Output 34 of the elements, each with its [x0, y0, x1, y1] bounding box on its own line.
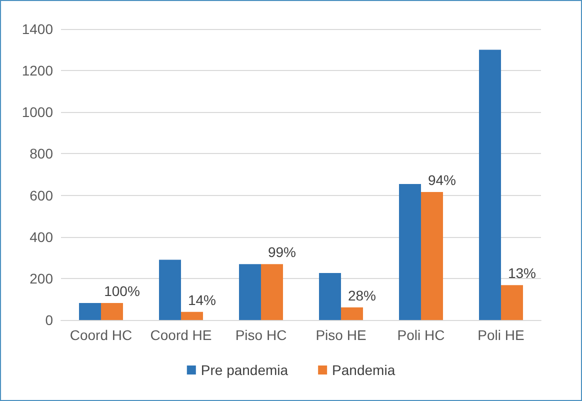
y-tick-label: 1400 [22, 21, 54, 37]
x-tick-label: Coord HE [150, 327, 212, 343]
y-tick-label: 0 [45, 312, 54, 328]
x-tick-label: Coord HC [70, 327, 132, 343]
x-tick-label: Piso HC [235, 327, 287, 343]
bar [159, 260, 181, 320]
y-tick-label: 400 [30, 228, 54, 245]
bar [421, 192, 443, 320]
annotation: 13% [508, 265, 536, 282]
x-tick-label: Poli HC [397, 327, 445, 343]
annotation: 14% [188, 292, 216, 308]
annotation: 100% [104, 282, 140, 299]
annotation: 94% [428, 172, 456, 188]
annotation: 99% [268, 244, 296, 260]
y-tick-label: 1200 [22, 62, 54, 79]
bar [239, 264, 261, 320]
bar [399, 184, 421, 320]
x-tick-label: Poli HE [478, 327, 524, 343]
bar [261, 264, 283, 320]
y-tick-label: 200 [30, 270, 54, 286]
bar [181, 312, 203, 320]
x-tick-label: Piso HE [316, 327, 366, 343]
legend-label: Pandemia [332, 362, 396, 378]
y-tick-label: 600 [30, 187, 54, 204]
bar [501, 285, 523, 320]
y-tick-label: 1000 [22, 104, 54, 120]
bar [101, 302, 123, 320]
y-tick-label: 800 [30, 146, 54, 162]
bar [479, 50, 501, 320]
bar [79, 302, 101, 320]
bar [341, 307, 363, 320]
annotation: 28% [348, 287, 376, 304]
bar [319, 273, 341, 320]
legend-label: Pre pandemia [200, 362, 288, 378]
